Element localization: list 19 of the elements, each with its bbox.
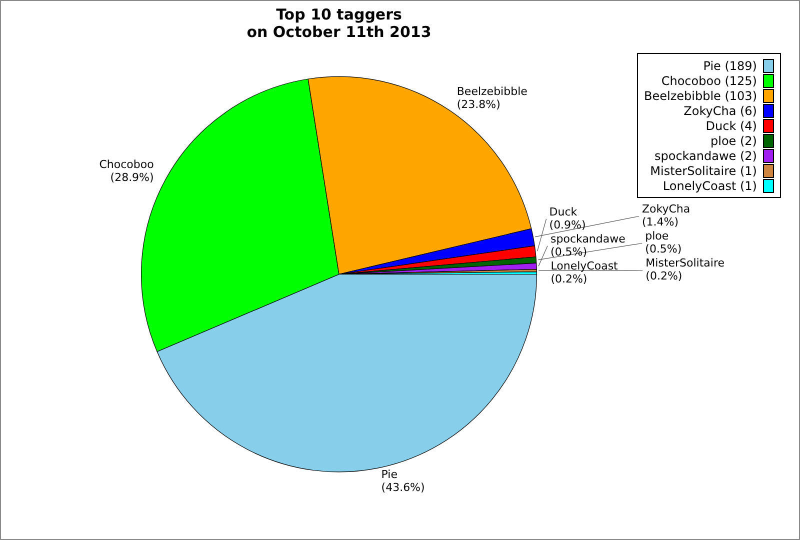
legend-label: Duck (4) xyxy=(706,118,757,132)
legend-label: Pie (189) xyxy=(703,58,757,72)
data-label: Chocoboo (28.9%) xyxy=(99,158,154,184)
legend-label: ZokyCha (6) xyxy=(684,104,757,118)
legend-label: Chocoboo (125) xyxy=(661,74,757,88)
legend-label: spockandawe (2) xyxy=(654,148,757,162)
data-label: ZokyCha (1.4%) xyxy=(642,202,690,229)
data-label: Duck (0.9%) xyxy=(549,205,586,232)
data-label: spockandawe (0.5%) xyxy=(550,232,626,258)
legend-label: ploe (2) xyxy=(710,134,757,148)
chart-title: Top 10 taggers on October 11th 2013 xyxy=(246,6,432,41)
legend-label: MisterSolitaire (1) xyxy=(650,164,757,178)
data-label: Beelzebibble (23.8%) xyxy=(456,84,528,111)
legend-label: Beelzebibble (103) xyxy=(644,88,757,102)
data-label: LonelyCoast (0.2%) xyxy=(550,259,619,286)
data-label: Pie (43.6%) xyxy=(381,468,425,494)
data-label: MisterSolitaire (0.2%) xyxy=(646,256,725,283)
data-label: ploe (0.5%) xyxy=(645,230,682,256)
legend-label: LonelyCoast (1) xyxy=(662,178,757,192)
